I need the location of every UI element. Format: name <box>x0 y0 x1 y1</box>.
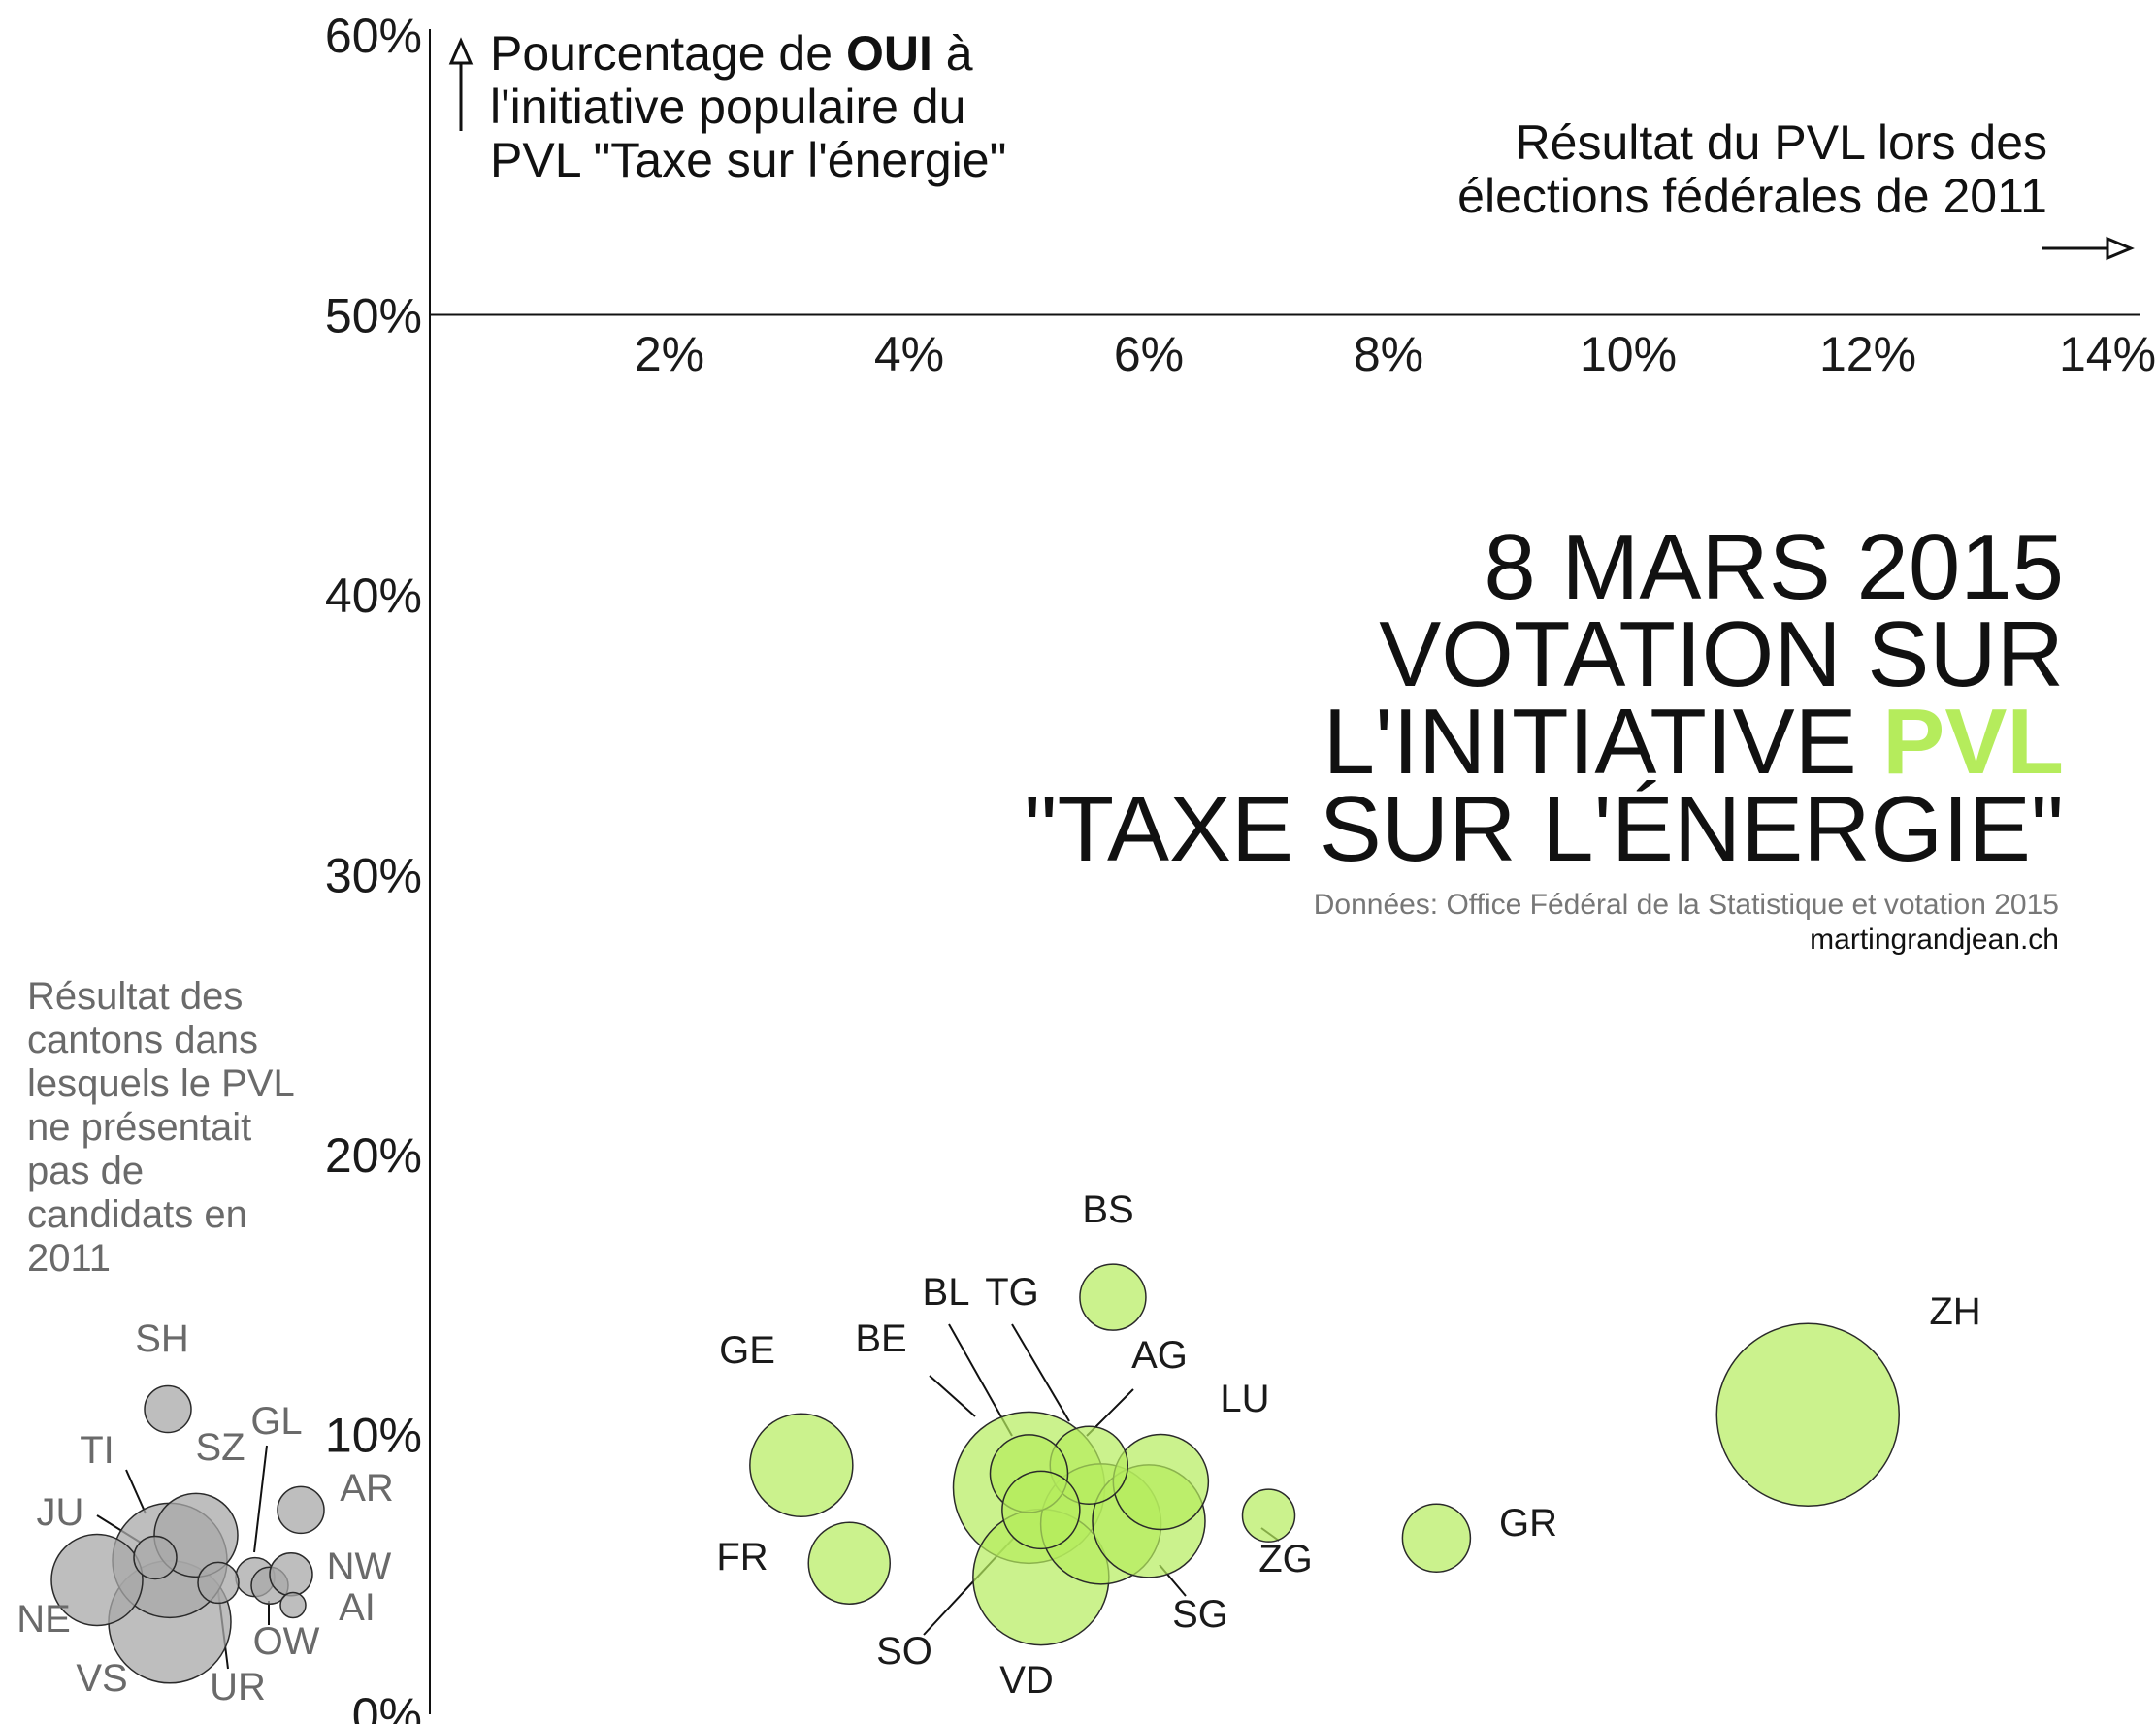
leader-line <box>929 1375 976 1417</box>
label-so: SO <box>876 1630 932 1673</box>
bubble-lu <box>1112 1433 1210 1531</box>
label-lu: LU <box>1220 1378 1269 1420</box>
title-line-4: "TAXE SUR L'ÉNERGIE" <box>1024 777 2064 881</box>
label-bl: BL <box>923 1271 970 1314</box>
leader-line <box>1011 1323 1070 1422</box>
bubble-ai <box>279 1591 307 1619</box>
tick-labels: 2% 4% 6% 8% 10% 12% 14% 0% 10% 20% 30% 40% 50% 60% <box>325 9 2156 1724</box>
y-tick-label: 60% <box>325 9 422 63</box>
label-ag: AG <box>1131 1334 1188 1377</box>
label-vd: VD <box>999 1659 1054 1702</box>
label-zh: ZH <box>1929 1290 1980 1333</box>
bubble-fr <box>807 1521 891 1605</box>
title-line-2: VOTATION SUR <box>1379 602 2064 706</box>
label-ar: AR <box>340 1467 394 1510</box>
label-ow: OW <box>253 1620 320 1663</box>
y-tick-label: 20% <box>325 1128 422 1183</box>
label-fr: FR <box>716 1536 768 1578</box>
x-tick-label: 10% <box>1580 327 1677 381</box>
site-text: martingrandjean.ch <box>1810 924 2059 956</box>
bubble-ne <box>50 1533 144 1627</box>
y-tick-label: 0% <box>352 1688 422 1724</box>
bubble-gr <box>1401 1503 1472 1573</box>
bubble-nw <box>269 1552 313 1597</box>
no-pvl-note: Résultat des cantons dans lesquels le PV… <box>27 975 294 1280</box>
x-arrow-head <box>2106 236 2135 261</box>
x-tick-label: 2% <box>635 327 704 381</box>
source-text: Données: Office Fédéral de la Statistiqu… <box>1313 889 2059 921</box>
label-vs: VS <box>76 1657 127 1700</box>
label-tg: TG <box>985 1271 1039 1314</box>
bubble-ur <box>197 1561 240 1605</box>
bubble-ar <box>277 1485 325 1535</box>
chart-title: 8 MARS 2015 VOTATION SUR L'INITIATIVE PV… <box>1024 515 2064 881</box>
x-tick-label: 8% <box>1354 327 1423 381</box>
y-axis-caption: Pourcentage de OUI à l'initiative popula… <box>490 26 1007 187</box>
source-note: Données: Office Fédéral de la Statistiqu… <box>1314 888 2059 958</box>
bubble-bs <box>1079 1263 1147 1331</box>
label-ne: NE <box>16 1598 71 1641</box>
label-be: BE <box>855 1317 906 1360</box>
bubble-sh <box>144 1384 192 1434</box>
label-ti: TI <box>80 1429 114 1472</box>
x-tick-label: 6% <box>1114 327 1184 381</box>
y-arrow-head <box>448 37 474 65</box>
label-zg: ZG <box>1258 1538 1313 1580</box>
label-bs: BS <box>1082 1188 1133 1231</box>
bubble-so <box>1001 1470 1081 1550</box>
y-tick-label: 40% <box>325 569 422 623</box>
title-line-3: L'INITIATIVE PVL <box>1323 690 2064 794</box>
label-sz: SZ <box>195 1426 245 1469</box>
bubble-zh <box>1715 1322 1900 1508</box>
x-axis-caption: Résultat du PVL lors des élections fédér… <box>1457 115 2047 223</box>
leader-line <box>125 1469 147 1514</box>
pvl-bubbles <box>749 1263 1900 1646</box>
bubble-zg <box>1241 1488 1296 1543</box>
label-sh: SH <box>135 1317 189 1360</box>
label-ai: AI <box>339 1586 376 1629</box>
bubble-ge <box>749 1413 854 1517</box>
title-pvl-highlight: PVL <box>1882 690 2064 794</box>
axes <box>429 29 2140 1714</box>
label-ju: JU <box>37 1491 84 1534</box>
label-ur: UR <box>210 1666 266 1708</box>
x-tick-label: 12% <box>1819 327 1916 381</box>
label-ge: GE <box>719 1329 775 1372</box>
leader-line <box>253 1445 268 1553</box>
axis-arrows <box>448 37 2135 261</box>
title-line-1: 8 MARS 2015 <box>1484 515 2064 619</box>
y-tick-label: 30% <box>325 849 422 903</box>
label-nw: NW <box>327 1545 392 1588</box>
bubble-ju <box>133 1535 178 1580</box>
x-tick-label: 4% <box>874 327 944 381</box>
x-tick-label: 14% <box>2059 327 2156 381</box>
label-gr: GR <box>1499 1502 1557 1545</box>
y-tick-label: 50% <box>325 289 422 343</box>
no-pvl-bubbles <box>50 1384 325 1684</box>
label-sg: SG <box>1172 1593 1228 1636</box>
y-tick-label: 10% <box>325 1409 422 1463</box>
label-gl: GL <box>250 1400 302 1443</box>
